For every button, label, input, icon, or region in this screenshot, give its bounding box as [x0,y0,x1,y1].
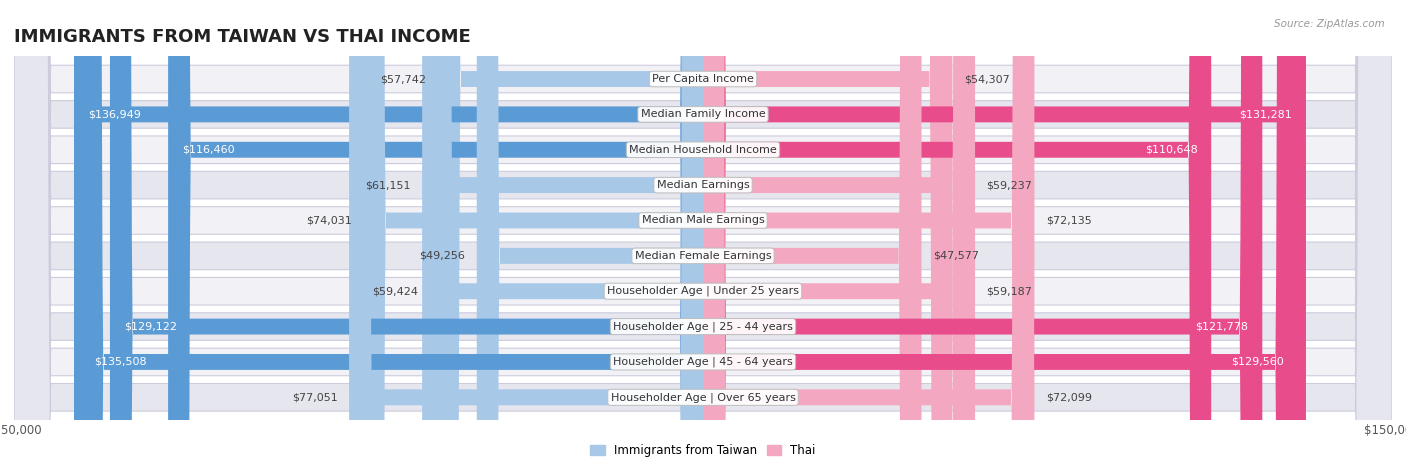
Text: Median Earnings: Median Earnings [657,180,749,190]
Text: $110,648: $110,648 [1144,145,1198,155]
Text: Householder Age | Under 25 years: Householder Age | Under 25 years [607,286,799,297]
Text: $116,460: $116,460 [181,145,235,155]
FancyBboxPatch shape [80,0,703,467]
FancyBboxPatch shape [703,0,952,467]
FancyBboxPatch shape [169,0,703,467]
Text: $136,949: $136,949 [87,109,141,120]
FancyBboxPatch shape [703,0,1263,467]
FancyBboxPatch shape [703,0,974,467]
FancyBboxPatch shape [349,0,703,467]
Text: Householder Age | Over 65 years: Householder Age | Over 65 years [610,392,796,403]
FancyBboxPatch shape [422,0,703,467]
Text: $121,778: $121,778 [1195,322,1249,332]
FancyBboxPatch shape [703,0,976,467]
Text: $129,122: $129,122 [124,322,177,332]
FancyBboxPatch shape [430,0,703,467]
Text: Median Male Earnings: Median Male Earnings [641,215,765,226]
Text: $57,742: $57,742 [380,74,426,84]
Text: $61,151: $61,151 [366,180,411,190]
Text: $74,031: $74,031 [305,215,352,226]
Text: $59,237: $59,237 [987,180,1032,190]
FancyBboxPatch shape [14,0,1392,467]
Text: $72,135: $72,135 [1046,215,1091,226]
Text: $135,508: $135,508 [94,357,148,367]
Text: $129,560: $129,560 [1232,357,1284,367]
FancyBboxPatch shape [703,0,1035,467]
Text: $49,256: $49,256 [419,251,465,261]
Text: Median Household Income: Median Household Income [628,145,778,155]
FancyBboxPatch shape [110,0,703,467]
FancyBboxPatch shape [14,0,1392,467]
Text: $131,281: $131,281 [1240,109,1292,120]
FancyBboxPatch shape [14,0,1392,467]
FancyBboxPatch shape [703,0,1298,467]
FancyBboxPatch shape [14,0,1392,467]
Text: $59,424: $59,424 [373,286,419,296]
FancyBboxPatch shape [14,0,1392,467]
FancyBboxPatch shape [703,0,1035,467]
FancyBboxPatch shape [437,0,703,467]
FancyBboxPatch shape [14,0,1392,467]
FancyBboxPatch shape [703,0,1306,467]
Legend: Immigrants from Taiwan, Thai: Immigrants from Taiwan, Thai [586,439,820,462]
Text: $54,307: $54,307 [965,74,1010,84]
Text: $47,577: $47,577 [934,251,979,261]
Text: $59,187: $59,187 [987,286,1032,296]
FancyBboxPatch shape [363,0,703,467]
FancyBboxPatch shape [14,0,1392,467]
Text: Median Family Income: Median Family Income [641,109,765,120]
Text: Source: ZipAtlas.com: Source: ZipAtlas.com [1274,19,1385,28]
Text: Householder Age | 25 - 44 years: Householder Age | 25 - 44 years [613,321,793,332]
FancyBboxPatch shape [75,0,703,467]
FancyBboxPatch shape [14,0,1392,467]
Text: Median Female Earnings: Median Female Earnings [634,251,772,261]
Text: $72,099: $72,099 [1046,392,1091,402]
Text: Per Capita Income: Per Capita Income [652,74,754,84]
Text: Householder Age | 45 - 64 years: Householder Age | 45 - 64 years [613,357,793,367]
FancyBboxPatch shape [14,0,1392,467]
FancyBboxPatch shape [477,0,703,467]
Text: IMMIGRANTS FROM TAIWAN VS THAI INCOME: IMMIGRANTS FROM TAIWAN VS THAI INCOME [14,28,471,46]
FancyBboxPatch shape [703,0,1211,467]
Text: $77,051: $77,051 [292,392,337,402]
FancyBboxPatch shape [703,0,921,467]
FancyBboxPatch shape [14,0,1392,467]
